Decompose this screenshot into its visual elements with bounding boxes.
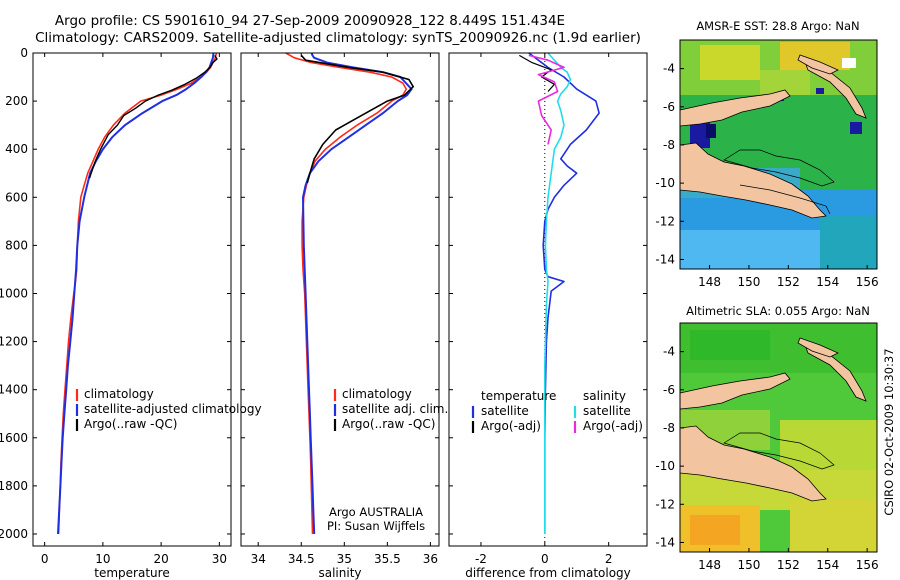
sla-map-title: Altimetric SLA: 0.055 Argo: NaN [686,304,870,318]
salinity-x-tick-label: 36 [423,552,438,566]
sst-map-frame [679,39,878,270]
temperature-legend-label: Argo(..raw -QC) [84,417,177,431]
depth-tick-label: 0 [20,46,28,60]
depth-tick-label: 2000 [0,527,28,541]
temperature-panel: 0 10 20 30 0 200 400 600 800 1000 1200 1400 1600 1800… [0,46,262,580]
figure-title-line1: Argo profile: CS 5901610_94 27-Sep-2009 … [55,13,565,29]
legend-temperature-title: temperature [481,389,556,403]
legend-salinity-title: salinity [583,389,626,403]
depth-tick-label: 200 [5,94,28,108]
temperature-series-1 [57,52,215,535]
sst-map-y-tick-label: -4 [663,62,675,76]
sla-map-x-tick-label: 156 [856,558,879,572]
salinity-legend-label: Argo(..raw -QC) [342,417,435,431]
temperature-legend-label: Argo(-adj) [481,419,541,433]
depth-tick-label: 1200 [0,335,28,349]
difference-frame [448,52,648,547]
sla-map-y-tick-label: -14 [655,535,675,549]
temperature-series-2 [88,55,218,179]
sst-map-y-tick-label: -10 [655,176,675,190]
depth-tick-label: 1000 [0,286,28,300]
salinity-legend-label: satellite [583,404,631,418]
sst-map-x-tick-label: 152 [777,275,800,289]
sla-map-y-tick-label: -6 [663,383,675,397]
temperature-x-tick-label: 30 [212,552,227,566]
difference-series-1 [543,52,572,534]
difference-x-axis-label: difference from climatology [465,566,631,580]
sla-map-y-tick-label: -4 [663,345,675,359]
side-timestamp-label: CSIRO 02-Oct-2009 10:30:37 [882,348,896,515]
salinity-legend-label: satellite adj. clim. [342,402,448,416]
difference-series-0 [528,52,600,534]
sla-map [680,323,877,552]
sla-map-x-tick-label: 152 [777,558,800,572]
sst-map-x-tick-label: 150 [737,275,760,289]
difference-series-2 [519,54,556,92]
difference-x-tick-label: 0 [541,552,549,566]
difference-x-tick-label: 2 [605,552,613,566]
sst-map-x-tick-label: 154 [816,275,839,289]
sla-map-y-tick-label: -8 [663,421,675,435]
salinity-x-tick-label: 34.5 [288,552,315,566]
depth-tick-label: 800 [5,238,28,252]
sla-map-frame [679,322,878,553]
salinity-legend-label: climatology [342,387,412,401]
temperature-x-tick-label: 0 [41,552,49,566]
sst-map-x-tick-label: 148 [698,275,721,289]
salinity-series-0 [285,52,408,535]
depth-tick-label: 600 [5,190,28,204]
sst-map-y-tick-label: -12 [655,214,675,228]
temperature-x-tick-label: 20 [153,552,168,566]
temperature-x-tick-label: 10 [95,552,110,566]
temperature-frame [32,52,232,547]
sla-map-x-tick-label: 150 [737,558,760,572]
salinity-x-tick-label: 35.5 [374,552,401,566]
depth-tick-label: 400 [5,142,28,156]
sst-map-y-tick-label: -8 [663,138,675,152]
temperature-x-axis-label: temperature [94,566,169,580]
salinity-frame [240,52,440,547]
difference-series-3 [528,54,565,145]
sst-map-x-tick-label: 156 [856,275,879,289]
temperature-series-0 [57,52,218,535]
sla-map-y-tick-label: -10 [655,459,675,473]
sla-map-x-tick-label: 154 [816,558,839,572]
salinity-x-tick-label: 35 [337,552,352,566]
pi-annotation-line: Argo AUSTRALIA [329,505,423,519]
depth-tick-label: 1600 [0,431,28,445]
sst-map [680,40,877,269]
salinity-x-tick-label: 34 [251,552,266,566]
salinity-x-axis-label: salinity [318,566,361,580]
salinity-series-2 [300,54,415,184]
figure-title-line2: Climatology: CARS2009. Satellite-adjuste… [35,30,641,46]
depth-tick-label: 1400 [0,383,28,397]
sla-map-x-tick-label: 148 [698,558,721,572]
sla-map-y-tick-label: -12 [655,497,675,511]
depth-tick-label: 1800 [0,479,28,493]
pi-annotation-line: PI: Susan Wijffels [327,519,425,533]
sst-map-y-tick-label: -6 [663,100,675,114]
temperature-legend-label: climatology [84,387,154,401]
temperature-legend-label: satellite [481,404,529,418]
sst-map-y-tick-label: -14 [655,252,675,266]
sst-map-title: AMSR-E SST: 28.8 Argo: NaN [696,19,859,33]
temperature-legend-label: satellite-adjusted climatology [84,402,262,416]
salinity-legend-label: Argo(-adj) [583,419,643,433]
salinity-panel: 34 34.5 35 35.5 36 salinity climatologysatelli… [240,52,448,580]
difference-x-tick-label: -2 [475,552,487,566]
